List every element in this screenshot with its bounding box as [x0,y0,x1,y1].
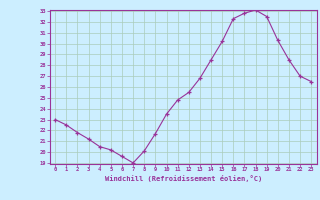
X-axis label: Windchill (Refroidissement éolien,°C): Windchill (Refroidissement éolien,°C) [105,175,262,182]
